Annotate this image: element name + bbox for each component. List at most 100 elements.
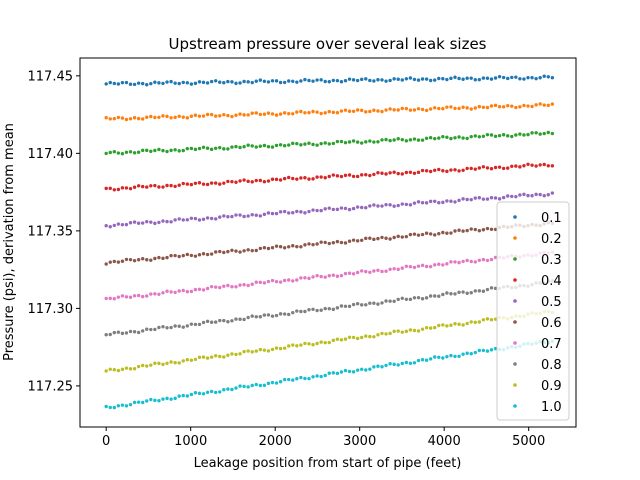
data-point xyxy=(254,382,258,387)
data-point xyxy=(112,368,117,372)
data-point xyxy=(368,301,372,305)
data-point xyxy=(282,312,287,316)
data-point xyxy=(120,331,125,336)
data-point xyxy=(433,199,437,203)
data-point xyxy=(185,290,190,294)
legend-label: 0.5 xyxy=(541,295,562,310)
data-point xyxy=(157,81,161,85)
data-point xyxy=(214,146,218,150)
data-point xyxy=(189,358,194,362)
data-point xyxy=(445,291,449,295)
y-tick-label: 117.40 xyxy=(28,147,74,162)
data-point xyxy=(351,109,356,113)
data-point xyxy=(465,321,469,326)
data-point xyxy=(287,143,291,147)
data-point xyxy=(408,203,413,207)
data-point xyxy=(351,78,356,82)
data-point xyxy=(181,218,185,222)
data-point xyxy=(222,388,226,392)
data-point xyxy=(400,266,404,270)
data-point xyxy=(226,79,230,84)
data-point xyxy=(315,273,319,278)
data-point xyxy=(327,142,331,146)
data-point xyxy=(437,106,441,111)
data-point xyxy=(161,397,165,401)
data-point xyxy=(400,172,404,176)
data-point xyxy=(173,253,177,258)
data-point xyxy=(205,252,210,257)
data-point xyxy=(258,315,263,319)
data-point xyxy=(343,173,348,178)
data-point xyxy=(465,197,469,202)
data-point xyxy=(132,294,137,298)
data-point xyxy=(291,378,295,382)
data-point xyxy=(376,204,380,208)
data-point xyxy=(331,173,336,177)
data-point xyxy=(404,77,409,81)
data-point xyxy=(530,75,534,80)
data-point xyxy=(262,281,267,285)
data-point xyxy=(449,231,453,235)
data-point xyxy=(181,253,185,258)
data-point xyxy=(165,361,169,365)
data-point xyxy=(185,394,190,398)
data-point xyxy=(335,78,340,83)
data-point xyxy=(153,292,157,296)
data-point xyxy=(189,182,194,187)
data-point xyxy=(145,185,149,189)
data-point xyxy=(396,329,400,333)
data-point xyxy=(542,194,546,198)
data-point xyxy=(226,113,230,118)
data-point xyxy=(201,217,206,221)
data-point xyxy=(173,184,177,189)
data-point xyxy=(185,81,190,85)
data-point xyxy=(404,234,409,239)
data-point xyxy=(238,81,242,85)
data-point xyxy=(461,229,465,233)
data-point xyxy=(197,218,202,222)
data-point xyxy=(222,214,226,218)
data-point xyxy=(424,77,429,81)
data-point xyxy=(238,317,242,321)
data-point xyxy=(214,285,218,289)
data-point xyxy=(445,199,449,203)
data-point xyxy=(128,295,133,299)
data-point xyxy=(376,78,380,82)
data-point xyxy=(145,327,149,331)
data-point xyxy=(295,377,299,381)
data-point xyxy=(230,114,234,119)
data-point xyxy=(177,217,181,221)
x-tick-label: 3000 xyxy=(343,434,376,449)
data-point xyxy=(335,306,340,310)
legend-label: 0.6 xyxy=(541,316,562,331)
data-point xyxy=(461,136,465,140)
data-point xyxy=(351,174,356,179)
data-point xyxy=(193,254,198,258)
data-point xyxy=(351,302,356,307)
data-point xyxy=(372,237,376,242)
data-point xyxy=(392,267,396,271)
data-point xyxy=(169,397,173,401)
data-point xyxy=(437,76,441,81)
data-point xyxy=(396,363,400,367)
data-point xyxy=(246,179,250,184)
data-point xyxy=(388,299,392,303)
legend-marker xyxy=(513,278,517,282)
data-point xyxy=(214,354,218,358)
data-point xyxy=(473,167,477,171)
data-point xyxy=(437,201,441,205)
data-point xyxy=(124,257,129,262)
data-point xyxy=(181,181,185,186)
data-point xyxy=(287,312,291,317)
data-point xyxy=(262,179,267,184)
data-point xyxy=(416,78,421,82)
data-point xyxy=(416,329,421,333)
data-point xyxy=(453,200,457,204)
data-point xyxy=(307,111,311,115)
data-point xyxy=(295,278,299,282)
data-point xyxy=(181,325,185,329)
data-point xyxy=(428,107,433,111)
data-point xyxy=(193,181,198,185)
data-point xyxy=(282,278,287,283)
data-point xyxy=(242,384,246,389)
